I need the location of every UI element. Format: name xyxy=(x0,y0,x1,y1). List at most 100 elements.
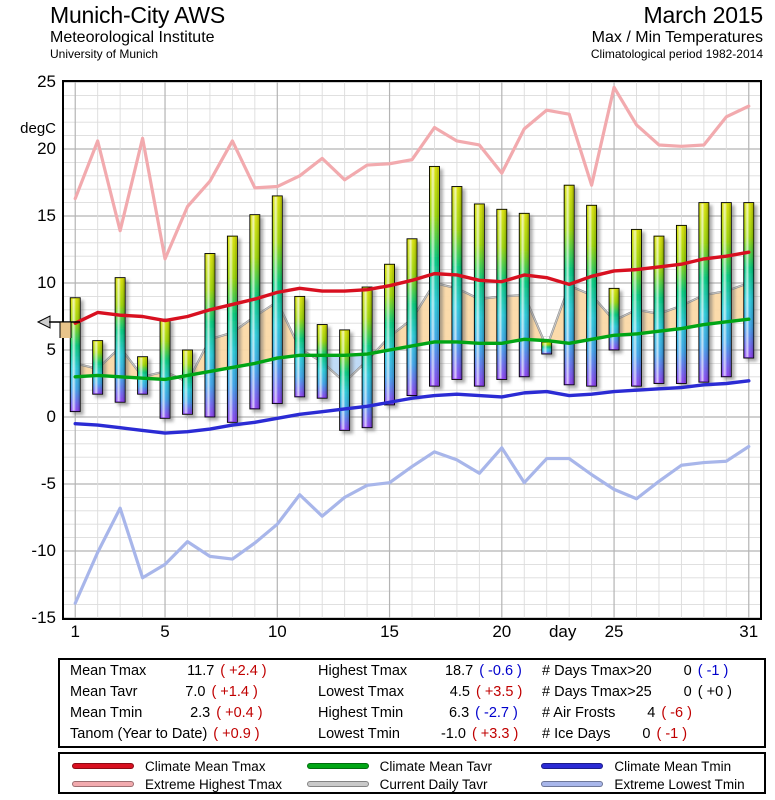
legend-item-climate-mean-tmax: Climate Mean Tmax xyxy=(60,759,295,774)
legend-label: Climate Mean Tavr xyxy=(379,758,492,774)
stat-highest-tmax: Highest Tmax 18.7 ( -0.6 ) xyxy=(318,663,536,679)
plot-frame xyxy=(62,80,762,620)
stat-label: Mean Tmin xyxy=(70,704,143,721)
bar-day-14 xyxy=(361,286,373,429)
period-title: March 2015 xyxy=(643,2,764,28)
stat-value: 0 xyxy=(683,662,692,679)
x-tick-20: 20 xyxy=(492,622,512,641)
legend-label: Climate Mean Tmin xyxy=(614,758,732,774)
stat-label: Lowest Tmax xyxy=(318,683,404,700)
stat-highest-tmin: Highest Tmin 6.3 ( -2.7 ) xyxy=(318,705,536,721)
bar-day-22 xyxy=(541,341,553,355)
legend-item-extreme-highest-tmax: Extreme Highest Tmax xyxy=(60,777,295,792)
bar-day-25 xyxy=(608,287,620,351)
stat-days-tmax-20: # Days Tmax>20 0 ( -1 ) xyxy=(536,663,728,679)
stat-label: Highest Tmax xyxy=(318,662,408,679)
legend-row: Extreme Highest Tmax Current Daily Tavr Ex… xyxy=(60,775,764,793)
stat-value: 7.0 xyxy=(185,683,206,700)
bar-day-29 xyxy=(698,202,710,383)
stat-air-frosts: # Air Frosts 4 ( -6 ) xyxy=(536,705,692,721)
legend-label: Extreme Highest Tmax xyxy=(145,776,283,792)
bar-day-8 xyxy=(226,235,238,423)
legend-label: Current Daily Tavr xyxy=(379,776,488,792)
stat-anomaly: ( +0.9 ) xyxy=(213,725,260,742)
legend-item-extreme-lowest-tmin: Extreme Lowest Tmin xyxy=(529,777,764,792)
stats-row: Mean Tmax 11.7 ( +2.4 ) Highest Tmax 18.7 ( -… xyxy=(60,660,764,681)
bar-day-10 xyxy=(271,195,283,405)
bar-day-12 xyxy=(316,324,328,399)
stat-label: Lowest Tmin xyxy=(318,725,400,742)
mean-tavr-arrow xyxy=(36,315,80,339)
stat-anomaly: ( -6 ) xyxy=(661,704,692,721)
bar-day-27 xyxy=(653,235,665,384)
bar-day-30 xyxy=(720,202,732,378)
bar-day-28 xyxy=(675,224,687,384)
stat-value: 6.3 xyxy=(448,704,470,721)
header-left: Munich-City AWS Meteorological Institute… xyxy=(50,2,225,62)
bar-day-19 xyxy=(473,203,485,387)
legend-label: Climate Mean Tmax xyxy=(145,758,266,774)
stat-ice-days: # Ice Days 0 ( -1 ) xyxy=(536,726,687,742)
stat-anomaly: ( +3.5 ) xyxy=(475,683,523,700)
stat-value: 0 xyxy=(642,725,651,742)
statistics-table: Mean Tmax 11.7 ( +2.4 ) Highest Tmax 18.7 ( -… xyxy=(58,658,766,748)
stat-anomaly: ( +1.4 ) xyxy=(211,683,258,700)
x-tick-1: 1 xyxy=(70,622,80,641)
y-tick-20: 20 xyxy=(37,139,56,158)
stat-anomaly: ( -0.6 ) xyxy=(479,662,522,679)
climate-mean-tmin-line xyxy=(73,379,751,435)
stat-label: # Ice Days xyxy=(542,725,611,742)
y-tick-5: 5 xyxy=(46,340,56,359)
stat-lowest-tmin: Lowest Tmin -1.0 ( +3.3 ) xyxy=(318,726,536,742)
stat-label: # Days Tmax>20 xyxy=(542,662,652,679)
stats-row: Tanom (Year to Date) ( +0.9 ) Lowest Tmin -… xyxy=(60,723,764,744)
stat-days-tmax-25: # Days Tmax>25 0 ( +0 ) xyxy=(536,684,732,700)
bar-day-20 xyxy=(496,208,508,380)
legend-color-swatch xyxy=(541,763,604,769)
legend-label: Extreme Lowest Tmin xyxy=(614,776,745,792)
y-tick--5: -5 xyxy=(40,474,56,493)
legend-item-climate-mean-tmin: Climate Mean Tmin xyxy=(529,759,764,774)
climate-mean-tavr-line xyxy=(73,317,751,382)
stat-mean-tavr: Mean Tavr 7.0 ( +1.4 ) xyxy=(60,684,318,700)
page-header: Munich-City AWS Meteorological Institute… xyxy=(0,0,775,78)
extreme-highest-tmax-line xyxy=(73,85,751,261)
extreme-lowest-tmin-line xyxy=(73,444,751,605)
stat-value: 4.5 xyxy=(449,683,470,700)
legend-item-climate-mean-tavr: Climate Mean Tavr xyxy=(295,759,530,774)
x-tick-31: 31 xyxy=(739,622,759,641)
bar-day-3 xyxy=(114,277,126,403)
bar-day-31 xyxy=(743,202,755,359)
stat-anomaly: ( -2.7 ) xyxy=(475,704,518,721)
daily-temperature-bars xyxy=(69,165,755,431)
stat-value: 4 xyxy=(647,704,656,721)
climatology-period: Climatological period 1982-2014 xyxy=(590,47,763,61)
stat-anomaly: ( +0 ) xyxy=(697,683,732,700)
bar-day-26 xyxy=(631,228,642,387)
stat-label: Mean Tavr xyxy=(70,683,138,700)
chart-area xyxy=(62,80,762,620)
x-tick-25: 25 xyxy=(604,622,624,641)
bar-day-1 xyxy=(69,297,81,413)
bar-day-18 xyxy=(451,186,463,380)
y-axis-unit: degC xyxy=(20,119,56,137)
x-tick-5: 5 xyxy=(160,622,170,641)
stat-value: -1.0 xyxy=(440,725,466,742)
y-tick-25: 25 xyxy=(37,72,56,91)
legend-color-swatch xyxy=(72,763,134,769)
stat-tanom-year-to-date: Tanom (Year to Date) ( +0.9 ) xyxy=(60,726,318,742)
legend-color-swatch xyxy=(541,781,604,787)
bar-day-13 xyxy=(339,329,351,431)
stat-label: Highest Tmin xyxy=(318,704,404,721)
legend-color-swatch xyxy=(306,763,369,769)
stat-anomaly: ( +2.4 ) xyxy=(220,662,267,679)
stat-value: 0 xyxy=(683,683,692,700)
x-tick-10: 10 xyxy=(267,622,287,641)
legend-color-swatch xyxy=(72,781,134,787)
bar-day-15 xyxy=(384,263,395,406)
university-name: University of Munich xyxy=(50,47,159,61)
legend-row: Climate Mean Tmax Climate Mean Tavr Climat… xyxy=(60,757,764,775)
legend-color-swatch xyxy=(306,781,369,787)
bar-day-7 xyxy=(204,253,216,418)
